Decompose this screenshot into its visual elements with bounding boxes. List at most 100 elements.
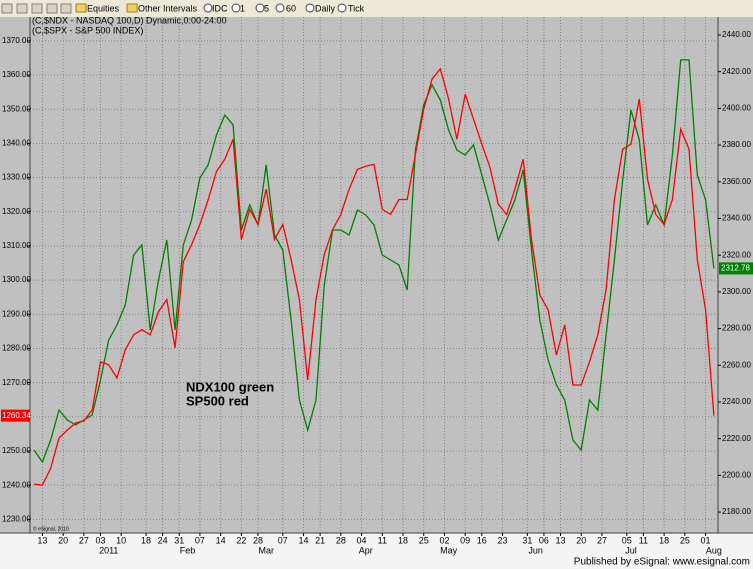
toolbar-item[interactable]: 1 bbox=[240, 3, 245, 13]
x-tick-label: 13 bbox=[555, 535, 565, 545]
x-tick-label: 27 bbox=[597, 535, 607, 545]
toolbar-icon bbox=[337, 3, 347, 13]
y2-tick-label: 2340.00 bbox=[722, 214, 751, 223]
y2-tick-label: 2240.00 bbox=[722, 397, 751, 406]
y2-tick-label: 2300.00 bbox=[722, 287, 751, 296]
x-tick-label: 21 bbox=[315, 535, 325, 545]
x-tick-label: 24 bbox=[158, 535, 168, 545]
x-tick-label: 31 bbox=[522, 535, 532, 545]
last-value-label: 2312.78 bbox=[721, 264, 750, 273]
y-tick-label: 1230.00 bbox=[2, 514, 31, 523]
toolbar-icon bbox=[31, 3, 43, 14]
x-tick-label: 31 bbox=[174, 535, 184, 545]
toolbar-icon bbox=[275, 3, 285, 13]
x-tick-label: 01 bbox=[701, 535, 711, 545]
toolbar-item[interactable]: Tick bbox=[348, 3, 365, 13]
x-tick-label: 23 bbox=[497, 535, 507, 545]
legend-entry: (C,$SPX - S&P 500 INDEX) bbox=[32, 25, 143, 35]
y2-tick-label: 2380.00 bbox=[722, 140, 751, 149]
y2-tick-label: 2360.00 bbox=[722, 177, 751, 186]
x-tick-label: 02 bbox=[439, 535, 449, 545]
toolbar-icon bbox=[126, 3, 138, 13]
x-tick-label: 07 bbox=[195, 535, 205, 545]
x-tick-label: 18 bbox=[659, 535, 669, 545]
x-tick-label: 28 bbox=[336, 535, 346, 545]
x-month-label: 2011 bbox=[99, 545, 118, 555]
series-line bbox=[34, 67, 715, 486]
y2-tick-label: 2420.00 bbox=[722, 67, 751, 76]
toolbar-item[interactable]: 60 bbox=[286, 3, 296, 13]
x-month-label: May bbox=[440, 545, 458, 555]
x-tick-label: 03 bbox=[95, 535, 105, 545]
y2-tick-label: 2440.00 bbox=[722, 30, 751, 39]
y-tick-label: 1300.00 bbox=[2, 275, 31, 284]
x-tick-label: 14 bbox=[216, 535, 226, 545]
y-tick-label: 1270.00 bbox=[2, 378, 31, 387]
toolbar-item[interactable]: Other Intervals bbox=[138, 3, 198, 13]
toolbar-icon bbox=[60, 3, 72, 14]
y-tick-label: 1240.00 bbox=[2, 480, 31, 489]
y-tick-label: 1360.00 bbox=[2, 70, 31, 79]
x-tick-label: 11 bbox=[378, 535, 387, 545]
y2-tick-label: 2220.00 bbox=[722, 434, 751, 443]
y2-tick-label: 2400.00 bbox=[722, 103, 751, 112]
y2-tick-label: 2280.00 bbox=[722, 324, 751, 333]
footer: Published by eSignal: www.esignal.com bbox=[574, 557, 750, 568]
x-tick-label: 16 bbox=[477, 535, 487, 545]
plot-area bbox=[30, 17, 718, 533]
x-month-label: Apr bbox=[359, 545, 373, 555]
x-month-label: Feb bbox=[180, 545, 196, 555]
series-line bbox=[33, 59, 715, 464]
toolbar-icon bbox=[1, 3, 13, 14]
x-tick-label: 22 bbox=[236, 535, 246, 545]
last-value-box bbox=[1, 409, 30, 422]
y2-tick-label: 2320.00 bbox=[722, 250, 751, 259]
y-tick-label: 1310.00 bbox=[2, 241, 31, 250]
x-tick-label: 04 bbox=[357, 535, 367, 545]
annotation: NDX100 green bbox=[186, 379, 274, 394]
x-tick-label: 10 bbox=[116, 535, 126, 545]
x-tick-label: 14 bbox=[299, 535, 309, 545]
x-tick-label: 05 bbox=[622, 535, 632, 545]
x-tick-label: 25 bbox=[419, 535, 429, 545]
y-tick-label: 1320.00 bbox=[2, 207, 31, 216]
y-tick-label: 1280.00 bbox=[2, 344, 31, 353]
toolbar-icon bbox=[16, 3, 28, 14]
date-axis-background bbox=[0, 533, 753, 569]
plot-background bbox=[0, 17, 753, 533]
y-tick-label: 1340.00 bbox=[2, 139, 31, 148]
x-month-label: Mar bbox=[258, 545, 274, 555]
y2-tick-label: 2260.00 bbox=[722, 360, 751, 369]
toolbar-item[interactable]: IDC bbox=[212, 3, 228, 13]
toolbar-icon bbox=[75, 3, 87, 13]
x-tick-label: 11 bbox=[639, 535, 648, 545]
x-tick-label: 13 bbox=[37, 535, 47, 545]
x-month-label: Aug bbox=[706, 545, 722, 555]
toolbar-icon bbox=[231, 3, 241, 13]
toolbar-icon bbox=[305, 3, 315, 13]
legend-entry: (C,$NDX - NASDAQ 100,D) Dynamic,0:00-24:… bbox=[32, 15, 227, 25]
x-month-label: Jul bbox=[625, 545, 637, 555]
y-tick-label: 1290.00 bbox=[2, 309, 31, 318]
toolbar-item[interactable]: Equities bbox=[87, 3, 120, 13]
x-tick-label: 25 bbox=[680, 535, 690, 545]
x-tick-label: 18 bbox=[398, 535, 408, 545]
annotation: SP500 red bbox=[186, 393, 249, 408]
last-value-box bbox=[719, 262, 753, 275]
last-value-label: 1260.34 bbox=[2, 411, 31, 420]
x-tick-label: 20 bbox=[576, 535, 586, 545]
y-tick-label: 1370.00 bbox=[2, 36, 31, 45]
x-tick-label: 28 bbox=[253, 535, 263, 545]
y-tick-label: 1330.00 bbox=[2, 173, 31, 182]
x-tick-label: 18 bbox=[141, 535, 151, 545]
x-tick-label: 06 bbox=[539, 535, 549, 545]
x-month-label: Jun bbox=[528, 545, 543, 555]
toolbar-icon bbox=[46, 3, 58, 14]
y2-tick-label: 2180.00 bbox=[722, 507, 751, 516]
x-tick-label: 20 bbox=[58, 535, 68, 545]
toolbar-item[interactable]: Daily bbox=[315, 3, 336, 13]
y2-tick-label: 2200.00 bbox=[722, 470, 751, 479]
y-tick-label: 1350.00 bbox=[2, 104, 31, 113]
toolbar-item[interactable]: 5 bbox=[264, 3, 269, 13]
